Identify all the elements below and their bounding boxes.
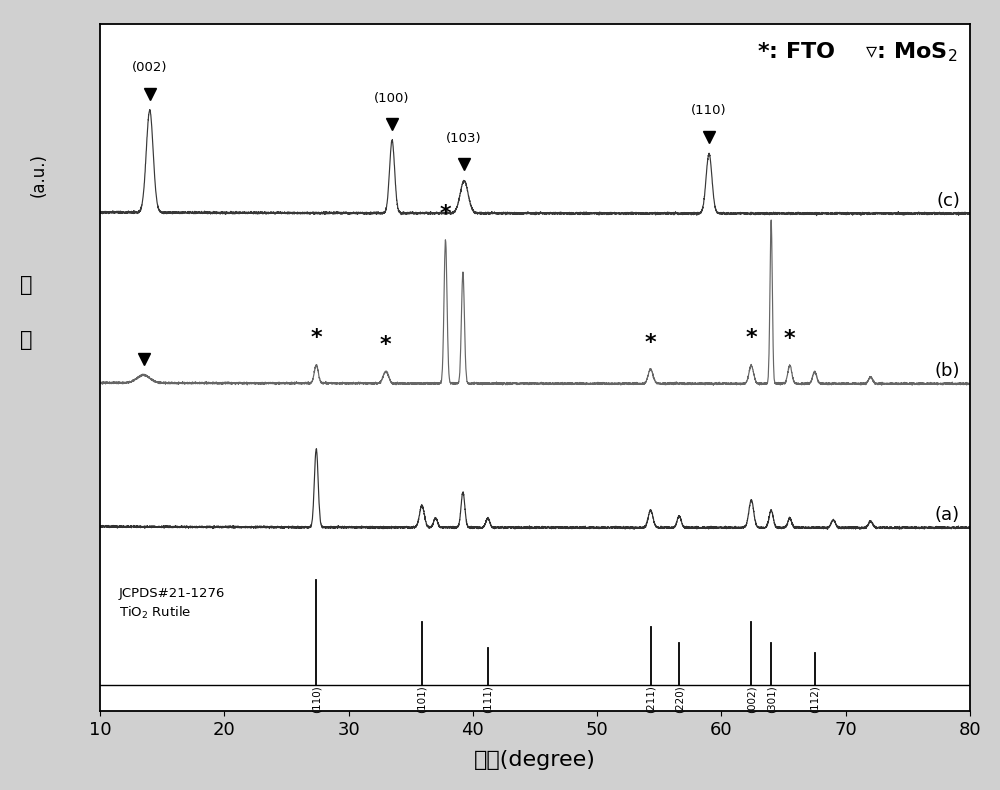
Text: (103): (103) xyxy=(446,132,482,145)
Text: (100): (100) xyxy=(374,92,410,105)
Text: (112): (112) xyxy=(810,686,820,713)
Text: (a.u.): (a.u.) xyxy=(30,153,48,197)
Text: 度: 度 xyxy=(20,330,32,350)
Text: (111): (111) xyxy=(483,686,493,713)
Text: (301): (301) xyxy=(766,686,776,713)
Text: (110): (110) xyxy=(311,686,321,713)
Text: *: * xyxy=(380,335,392,356)
Text: (002): (002) xyxy=(746,686,756,713)
Text: (002): (002) xyxy=(132,61,167,74)
Text: (110): (110) xyxy=(691,104,727,117)
Text: (211): (211) xyxy=(646,686,656,713)
Text: *: * xyxy=(440,204,451,224)
X-axis label: 角度(degree): 角度(degree) xyxy=(474,750,596,769)
Text: (a): (a) xyxy=(935,506,960,525)
Text: *: * xyxy=(645,333,656,353)
Text: (c): (c) xyxy=(936,192,960,210)
Text: *: * xyxy=(745,328,757,348)
Text: 强: 强 xyxy=(20,275,32,295)
Text: JCPDS#21-1276
TiO$_2$ Rutile: JCPDS#21-1276 TiO$_2$ Rutile xyxy=(119,587,225,620)
Text: *: FTO    $\mathbf{\triangledown}$: MoS$_2$: *: FTO $\mathbf{\triangledown}$: MoS$_2$ xyxy=(757,41,957,65)
Text: (220): (220) xyxy=(674,686,684,713)
Text: *: * xyxy=(310,329,322,348)
Text: *: * xyxy=(784,329,796,348)
Text: (101): (101) xyxy=(417,686,427,713)
Text: (b): (b) xyxy=(935,363,960,381)
